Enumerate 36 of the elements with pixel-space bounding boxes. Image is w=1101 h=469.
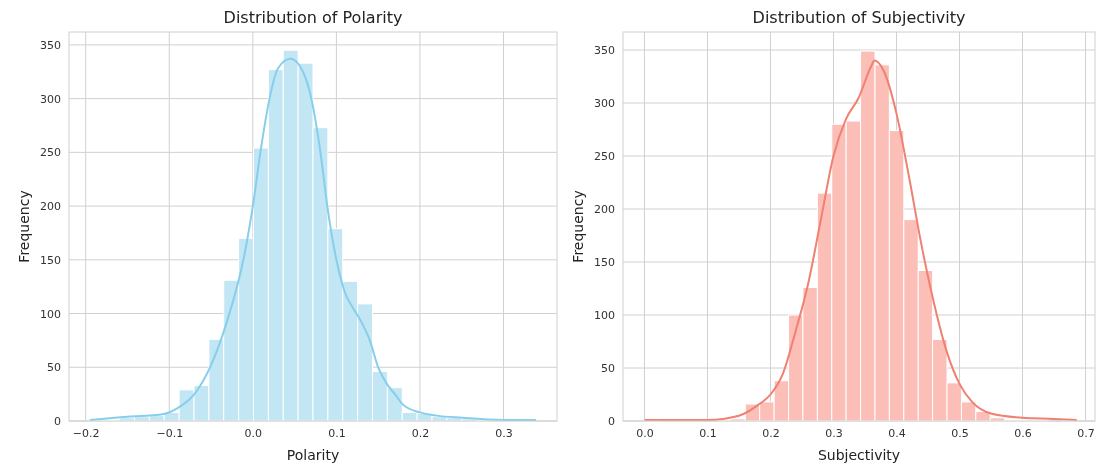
x-tick-label: −0.2 — [72, 426, 100, 440]
x-tick-label: 0.2 — [762, 426, 780, 440]
x-tick-label: 0.3 — [825, 426, 843, 440]
x-tick-label: 0.0 — [244, 426, 263, 440]
y-tick-label: 0 — [54, 415, 61, 429]
x-tick-label: 0.7 — [1077, 426, 1095, 440]
y-tick-label: 200 — [40, 200, 61, 214]
x-tick-label: 0.0 — [636, 426, 654, 440]
x-tick-label: 0.3 — [495, 426, 513, 440]
x-tick-label: 0.2 — [411, 426, 430, 440]
x-tick-label: 0.1 — [328, 426, 346, 440]
y-tick-label: 250 — [594, 150, 615, 164]
x-tick-label: −0.1 — [156, 426, 184, 440]
y-tick-label: 300 — [40, 92, 61, 106]
x-tick-label: 0.5 — [951, 426, 969, 440]
y-tick-label: 200 — [594, 203, 615, 217]
y-tick-label: 50 — [601, 362, 615, 376]
y-axis-title: Frequency — [16, 190, 32, 263]
x-tick-label: 0.1 — [699, 426, 717, 440]
y-tick-label: 150 — [594, 256, 615, 270]
y-axis-title: Frequency — [570, 190, 586, 263]
y-tick-label: 100 — [40, 307, 61, 321]
x-tick-label: 0.6 — [1014, 426, 1032, 440]
y-tick-label: 0 — [608, 415, 615, 429]
x-axis-title: Polarity — [286, 447, 340, 463]
y-tick-label: 100 — [594, 309, 615, 323]
x-tick-label: 0.4 — [888, 426, 906, 440]
chart-title: Distribution of Polarity — [223, 8, 403, 27]
x-axis-title: Subjectivity — [817, 447, 901, 463]
y-tick-label: 150 — [40, 253, 61, 267]
y-tick-label: 350 — [40, 38, 61, 52]
chart-title: Distribution of Subjectivity — [752, 8, 966, 27]
y-tick-label: 300 — [594, 97, 615, 111]
y-tick-label: 250 — [40, 146, 61, 160]
y-tick-label: 50 — [47, 361, 61, 375]
y-tick-label: 350 — [594, 44, 615, 58]
